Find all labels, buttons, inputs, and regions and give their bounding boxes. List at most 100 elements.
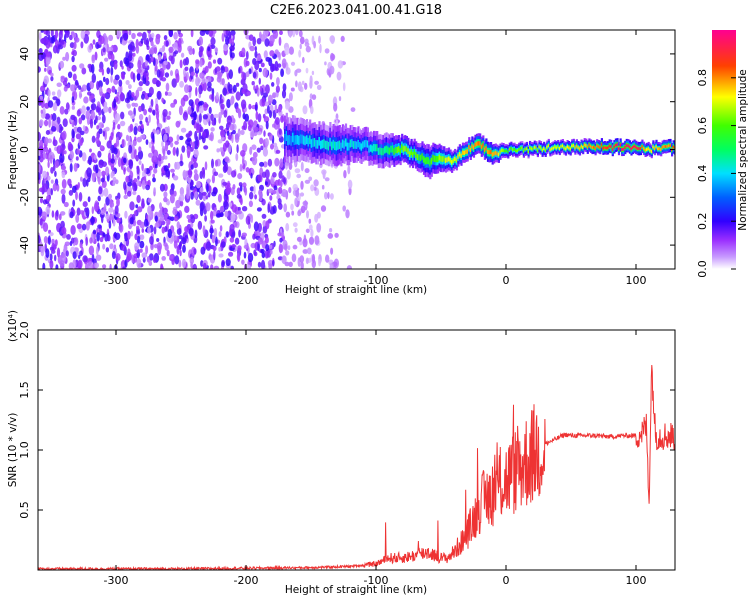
noise-speck [156, 90, 162, 100]
signal-cell [346, 142, 349, 151]
noise-speck [188, 47, 193, 56]
noise-speck [327, 191, 330, 200]
noise-speck [250, 214, 254, 224]
noise-speck [294, 168, 301, 174]
noise-speck [170, 55, 175, 65]
noise-speck [90, 216, 96, 224]
noise-speck [136, 179, 141, 187]
noise-speck [213, 171, 219, 177]
noise-speck [258, 192, 263, 202]
noise-speck [132, 139, 137, 147]
noise-speck [191, 141, 195, 150]
noise-speck [229, 123, 235, 131]
noise-speck [100, 209, 105, 215]
signal-cell [486, 149, 490, 154]
noise-speck [86, 106, 90, 111]
noise-speck [284, 100, 290, 107]
noise-speck [128, 144, 133, 154]
noise-speck [134, 136, 137, 141]
signal-cell [334, 141, 337, 150]
signal-cell [438, 154, 441, 161]
noise-speck [182, 111, 188, 121]
signal-cell [354, 141, 357, 149]
noise-speck [304, 42, 310, 47]
signal-cell [302, 135, 305, 145]
noise-speck [69, 163, 73, 173]
noise-speck [193, 148, 199, 158]
noise-speck [69, 241, 73, 246]
noise-speck [179, 135, 184, 141]
noise-speck [129, 217, 134, 225]
y-tick-label: 1.5 [18, 381, 31, 399]
noise-speck [217, 71, 223, 77]
noise-speck [197, 220, 203, 230]
noise-speck [179, 241, 182, 250]
noise-speck [295, 80, 298, 88]
noise-speck [174, 140, 179, 145]
noise-speck [76, 109, 81, 117]
noise-speck [278, 36, 282, 46]
noise-speck [182, 58, 187, 66]
noise-speck [255, 111, 259, 121]
noise-speck [313, 179, 319, 187]
noise-speck [213, 113, 220, 118]
signal-cell [326, 140, 329, 150]
noise-speck [277, 198, 282, 205]
noise-speck [301, 80, 305, 86]
noise-speck [172, 146, 176, 156]
noise-speck [47, 100, 54, 108]
noise-speck [59, 260, 65, 267]
noise-speck [206, 178, 212, 183]
signal-cell [658, 147, 661, 151]
signal-cell [399, 148, 402, 155]
noise-speck [274, 157, 280, 167]
noise-speck [216, 148, 220, 153]
noise-speck [81, 84, 87, 92]
signal-cell [599, 146, 602, 149]
noise-speck [136, 248, 140, 259]
noise-speck [85, 221, 90, 231]
noise-speck [67, 71, 73, 79]
signal-cell [597, 145, 600, 149]
noise-speck [281, 58, 287, 69]
noise-speck [272, 259, 275, 267]
noise-speck [161, 97, 165, 103]
noise-speck [251, 144, 257, 150]
noise-speck [163, 52, 167, 60]
signal-cell [437, 156, 440, 163]
signal-cell [469, 147, 472, 153]
noise-speck [260, 259, 266, 269]
noise-speck [95, 105, 100, 113]
noise-speck [199, 202, 204, 212]
noise-speck [46, 52, 51, 58]
noise-speck [63, 85, 68, 92]
snr-frame [37, 329, 676, 571]
noise-speck [81, 223, 87, 231]
noise-speck [106, 67, 111, 75]
noise-speck [77, 182, 81, 189]
signal-cell [419, 154, 422, 162]
noise-speck [84, 208, 88, 213]
noise-speck [105, 166, 110, 177]
noise-speck [124, 210, 128, 219]
signal-cell [641, 144, 644, 148]
noise-speck [43, 146, 49, 152]
noise-speck [186, 146, 191, 156]
noise-speck [208, 106, 212, 114]
snr-y-scale-label: (x10⁴) [7, 310, 19, 342]
noise-speck [268, 133, 273, 141]
noise-speck [281, 232, 285, 237]
noise-speck [202, 225, 206, 235]
y-tick-label: 40 [18, 47, 31, 61]
noise-speck [179, 200, 184, 207]
noise-speck [42, 183, 48, 193]
signal-cell [312, 138, 315, 148]
noise-speck [262, 171, 267, 178]
noise-speck [201, 131, 207, 139]
signal-cell [502, 148, 505, 152]
noise-speck [230, 265, 234, 269]
noise-speck [119, 60, 123, 68]
signal-cell [480, 144, 483, 149]
noise-speck [243, 251, 247, 259]
noise-speck [184, 205, 190, 213]
